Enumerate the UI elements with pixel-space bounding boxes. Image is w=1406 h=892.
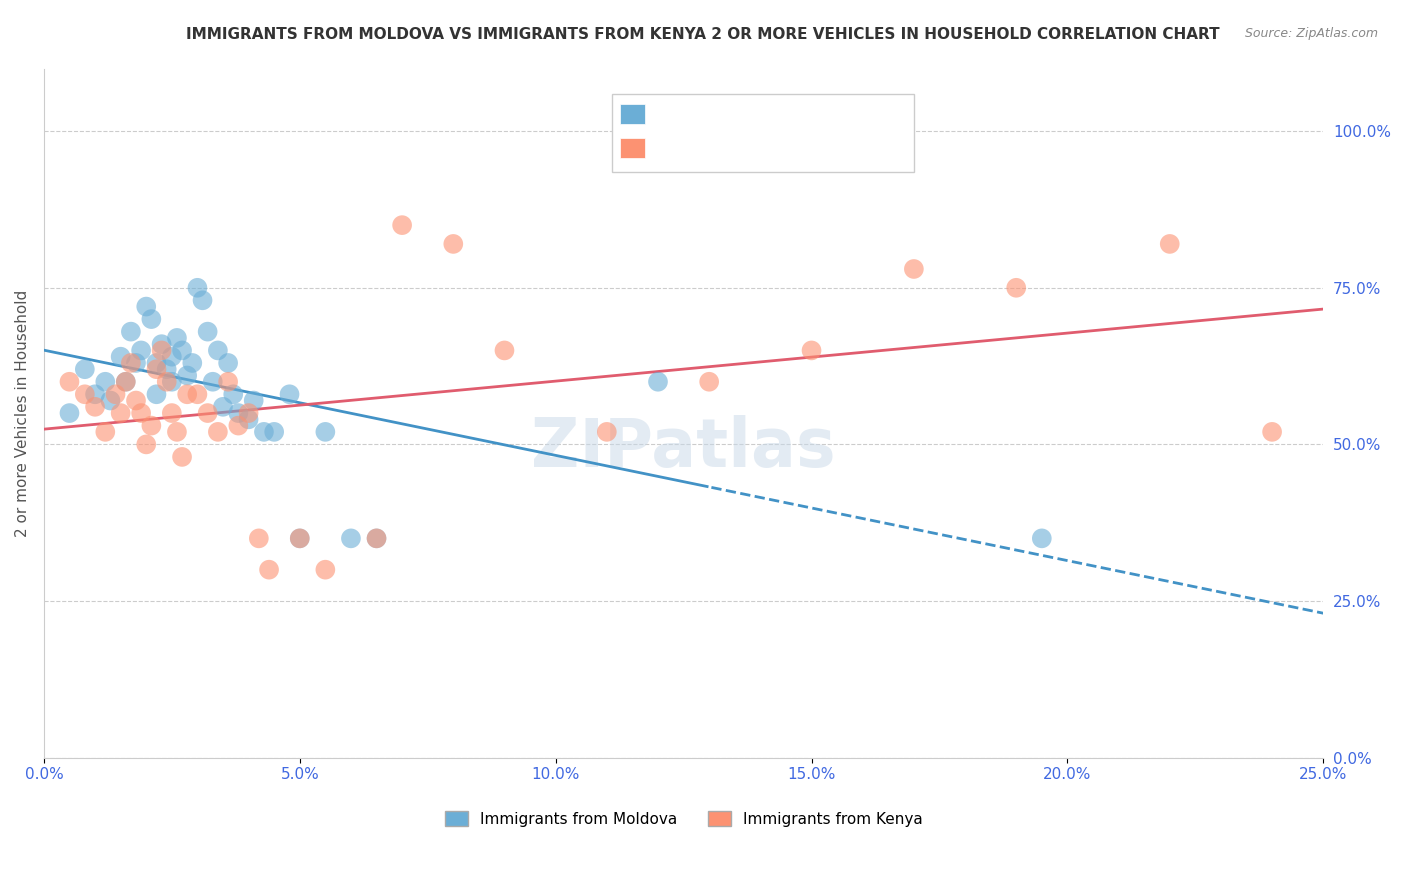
Point [903, 262, 925, 277]
Point [150, 337, 173, 351]
Point [340, 532, 363, 546]
Point [263, 425, 285, 439]
Point [100, 393, 122, 408]
Point [1159, 236, 1181, 251]
Point [217, 356, 239, 370]
Point [800, 343, 823, 358]
Point [391, 218, 413, 232]
Point [120, 325, 142, 339]
Point [176, 387, 198, 401]
Point [238, 406, 260, 420]
Legend: Immigrants from Moldova, Immigrants from Kenya: Immigrants from Moldova, Immigrants from… [439, 805, 928, 832]
Point [160, 350, 183, 364]
Point [228, 406, 250, 420]
Point [253, 425, 276, 439]
Point [94, 375, 117, 389]
Point [366, 532, 388, 546]
Text: R =   0.188   N = 40: R = 0.188 N = 40 [655, 142, 838, 157]
Y-axis label: 2 or more Vehicles in Household: 2 or more Vehicles in Household [15, 289, 30, 537]
Point [181, 356, 204, 370]
Point [125, 393, 148, 408]
Point [314, 425, 336, 439]
Point [176, 368, 198, 383]
Point [170, 450, 193, 464]
Point [494, 343, 516, 358]
Point [647, 375, 669, 389]
Point [288, 532, 311, 546]
Point [596, 425, 619, 439]
Point [166, 425, 188, 439]
Point [114, 375, 136, 389]
Point [120, 356, 142, 370]
Point [288, 532, 311, 546]
Point [170, 343, 193, 358]
Point [1261, 425, 1284, 439]
Text: ZIPatlas: ZIPatlas [531, 415, 837, 481]
Point [222, 387, 245, 401]
Point [135, 300, 157, 314]
Point [166, 331, 188, 345]
Text: IMMIGRANTS FROM MOLDOVA VS IMMIGRANTS FROM KENYA 2 OR MORE VEHICLES IN HOUSEHOLD: IMMIGRANTS FROM MOLDOVA VS IMMIGRANTS FR… [186, 27, 1220, 42]
Text: R = -0.230   N = 42: R = -0.230 N = 42 [655, 108, 828, 123]
Point [212, 400, 235, 414]
Point [125, 356, 148, 370]
Point [247, 532, 270, 546]
Point [156, 362, 179, 376]
Point [110, 406, 132, 420]
Point [257, 563, 280, 577]
Point [145, 362, 167, 376]
Point [114, 375, 136, 389]
Point [1005, 281, 1028, 295]
Point [197, 406, 219, 420]
Point [94, 425, 117, 439]
Point [186, 387, 208, 401]
Point [197, 325, 219, 339]
Point [278, 387, 301, 401]
Point [135, 437, 157, 451]
Point [441, 236, 464, 251]
Point [145, 387, 167, 401]
Point [201, 375, 224, 389]
Point [141, 418, 163, 433]
Point [156, 375, 179, 389]
Point [84, 400, 107, 414]
Point [366, 532, 388, 546]
Point [73, 362, 96, 376]
Point [160, 375, 183, 389]
Point [58, 406, 80, 420]
Point [84, 387, 107, 401]
Point [238, 412, 260, 426]
Point [110, 350, 132, 364]
Text: Source: ZipAtlas.com: Source: ZipAtlas.com [1244, 27, 1378, 40]
Point [314, 563, 336, 577]
Point [129, 343, 152, 358]
Point [160, 406, 183, 420]
Point [141, 312, 163, 326]
Point [207, 343, 229, 358]
Point [207, 425, 229, 439]
Point [129, 406, 152, 420]
Point [58, 375, 80, 389]
Point [145, 356, 167, 370]
Point [191, 293, 214, 308]
Point [186, 281, 208, 295]
Point [73, 387, 96, 401]
Point [150, 343, 173, 358]
Point [697, 375, 720, 389]
Point [242, 393, 264, 408]
Point [104, 387, 127, 401]
Point [1031, 532, 1053, 546]
Point [228, 418, 250, 433]
Point [217, 375, 239, 389]
